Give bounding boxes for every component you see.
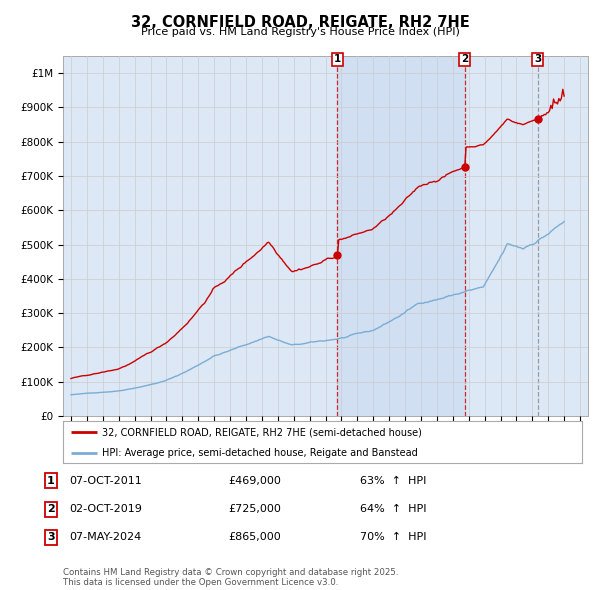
Text: £865,000: £865,000 (228, 533, 281, 542)
Text: 64%  ↑  HPI: 64% ↑ HPI (360, 504, 427, 514)
Text: 63%  ↑  HPI: 63% ↑ HPI (360, 476, 427, 486)
Text: HPI: Average price, semi-detached house, Reigate and Banstead: HPI: Average price, semi-detached house,… (102, 448, 418, 457)
Text: 70%  ↑  HPI: 70% ↑ HPI (360, 533, 427, 542)
Text: 3: 3 (534, 54, 542, 64)
Text: 2: 2 (461, 54, 469, 64)
Text: 07-OCT-2011: 07-OCT-2011 (69, 476, 142, 486)
Text: 32, CORNFIELD ROAD, REIGATE, RH2 7HE: 32, CORNFIELD ROAD, REIGATE, RH2 7HE (131, 15, 469, 30)
Text: 32, CORNFIELD ROAD, REIGATE, RH2 7HE (semi-detached house): 32, CORNFIELD ROAD, REIGATE, RH2 7HE (se… (102, 427, 422, 437)
Text: 2: 2 (47, 504, 55, 514)
Text: 1: 1 (47, 476, 55, 486)
Text: Contains HM Land Registry data © Crown copyright and database right 2025.
This d: Contains HM Land Registry data © Crown c… (63, 568, 398, 587)
Text: 02-OCT-2019: 02-OCT-2019 (69, 504, 142, 514)
Text: 3: 3 (47, 533, 55, 542)
Bar (337, 56, 465, 416)
Text: 1: 1 (334, 54, 341, 64)
Text: £469,000: £469,000 (228, 476, 281, 486)
Text: 07-MAY-2024: 07-MAY-2024 (69, 533, 141, 542)
Text: £725,000: £725,000 (228, 504, 281, 514)
Text: Price paid vs. HM Land Registry's House Price Index (HPI): Price paid vs. HM Land Registry's House … (140, 27, 460, 37)
